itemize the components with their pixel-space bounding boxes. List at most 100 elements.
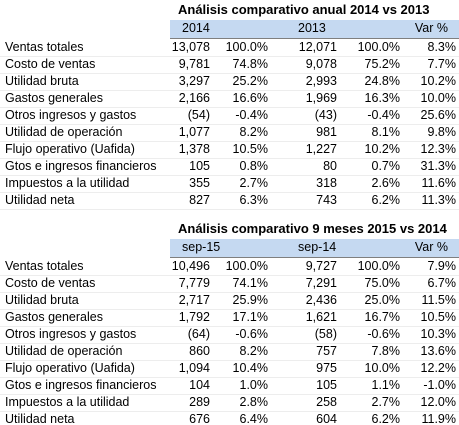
cell: 827 xyxy=(189,193,210,207)
cell: 6.2% xyxy=(371,412,401,425)
cell: 2,717 xyxy=(178,293,210,307)
cell: 743 xyxy=(316,193,337,207)
cell: 1,077 xyxy=(178,125,210,139)
cell: 604 xyxy=(316,412,337,425)
cell: 1,227 xyxy=(305,142,337,156)
row-label: Gtos e ingresos financieros xyxy=(5,378,157,392)
table-title: Análisis comparativo anual 2014 vs 2013 xyxy=(178,2,430,17)
cell: 74.1% xyxy=(232,276,268,290)
cell: 2.6% xyxy=(371,176,401,190)
cell: 975 xyxy=(316,361,337,375)
cell: 7.7% xyxy=(427,57,457,71)
cell: 1,094 xyxy=(178,361,210,375)
table-row xyxy=(0,141,459,159)
header-band xyxy=(170,239,459,258)
cell: 3,297 xyxy=(178,74,210,88)
cell: (43) xyxy=(314,108,337,122)
header-cell: sep-15 xyxy=(182,240,221,254)
header-band xyxy=(170,20,459,39)
table-row xyxy=(0,124,459,142)
cell: 8.2% xyxy=(239,125,269,139)
cell: 2,166 xyxy=(178,91,210,105)
cell: 355 xyxy=(189,176,210,190)
cell: -0.6% xyxy=(367,327,400,341)
cell: -1.0% xyxy=(423,378,456,392)
row-label: Costo de ventas xyxy=(5,57,96,71)
cell: 13,078 xyxy=(171,40,210,54)
cell: 289 xyxy=(189,395,210,409)
cell: 25.2% xyxy=(232,74,268,88)
table-row xyxy=(0,175,459,193)
cell: 0.7% xyxy=(371,159,401,173)
cell: 7,779 xyxy=(178,276,210,290)
cell: 105 xyxy=(316,378,337,392)
cell: 0.8% xyxy=(239,159,269,173)
cell: 31.3% xyxy=(420,159,456,173)
cell: 17.1% xyxy=(232,310,268,324)
table-row xyxy=(0,326,459,344)
row-label: Ventas totales xyxy=(5,259,84,273)
cell: 6.4% xyxy=(239,412,269,425)
cell: 25.0% xyxy=(364,293,400,307)
cell: 25.6% xyxy=(420,108,456,122)
cell: 9,781 xyxy=(178,57,210,71)
table-row xyxy=(0,309,459,327)
cell: 10.5% xyxy=(420,310,456,324)
row-label: Utilidad neta xyxy=(5,412,75,425)
cell: 12.3% xyxy=(420,142,456,156)
cell: 7.9% xyxy=(427,259,457,273)
header-cell: sep-14 xyxy=(298,240,337,254)
cell: 25.9% xyxy=(232,293,268,307)
table-row xyxy=(0,73,459,91)
cell: 318 xyxy=(316,176,337,190)
row-label: Utilidad de operación xyxy=(5,125,123,139)
cell: 13.6% xyxy=(420,344,456,358)
cell: 10.5% xyxy=(232,142,268,156)
header-cell: 2014 xyxy=(182,21,210,35)
cell: 1.1% xyxy=(371,378,401,392)
cell: 981 xyxy=(316,125,337,139)
cell: 12,071 xyxy=(298,40,337,54)
cell: 6.2% xyxy=(371,193,401,207)
row-label: Utilidad bruta xyxy=(5,293,79,307)
cell: 757 xyxy=(316,344,337,358)
cell: 2.7% xyxy=(239,176,269,190)
table-row xyxy=(0,292,459,310)
row-label: Utilidad neta xyxy=(5,193,75,207)
table-row xyxy=(0,275,459,293)
cell: 8.3% xyxy=(427,40,457,54)
header-cell: Var % xyxy=(414,21,448,35)
cell: 9.8% xyxy=(427,125,457,139)
cell: 9,078 xyxy=(305,57,337,71)
table-title: Análisis comparativo 9 meses 2015 vs 201… xyxy=(178,221,447,236)
cell: 1.0% xyxy=(239,378,269,392)
cell: 16.6% xyxy=(232,91,268,105)
cell: 258 xyxy=(316,395,337,409)
table-row xyxy=(0,56,459,74)
cell: 12.2% xyxy=(420,361,456,375)
cell: 12.0% xyxy=(420,395,456,409)
cell: 2.8% xyxy=(239,395,269,409)
cell: 11.5% xyxy=(421,293,456,307)
cell: (64) xyxy=(187,327,210,341)
cell: -0.4% xyxy=(235,108,268,122)
cell: 676 xyxy=(189,412,210,425)
cell: 11.3% xyxy=(421,193,456,207)
cell: 11.6% xyxy=(421,176,456,190)
cell: 10.2% xyxy=(364,142,400,156)
table-row xyxy=(0,377,459,395)
cell: 1,792 xyxy=(178,310,210,324)
row-label: Utilidad de operación xyxy=(5,344,123,358)
cell: 6.7% xyxy=(427,276,457,290)
cell: 10,496 xyxy=(171,259,210,273)
cell: 8.2% xyxy=(239,344,269,358)
row-label: Impuestos a la utilidad xyxy=(5,176,130,190)
row-label: Impuestos a la utilidad xyxy=(5,395,130,409)
row-label: Utilidad bruta xyxy=(5,74,79,88)
cell: 10.0% xyxy=(364,361,400,375)
cell: 80 xyxy=(323,159,337,173)
table-row xyxy=(0,360,459,378)
table-row xyxy=(0,107,459,125)
cell: 11.9% xyxy=(421,412,456,425)
cell: 7.8% xyxy=(371,344,401,358)
